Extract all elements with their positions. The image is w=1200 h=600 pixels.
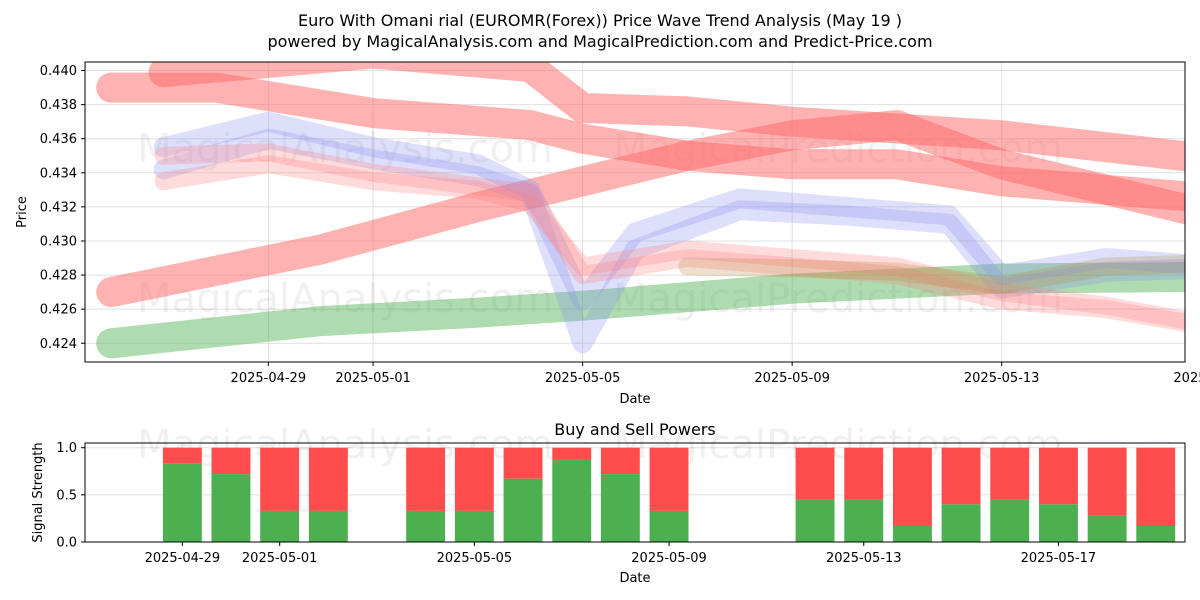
sell-bar bbox=[1087, 447, 1127, 516]
x-tick-label: 2025-04-29 bbox=[145, 551, 221, 566]
plot-frame bbox=[84, 442, 1186, 543]
buy-bar bbox=[1136, 526, 1176, 542]
x-tick-label: 2025-05-01 bbox=[242, 551, 318, 566]
x-axis-label: Date bbox=[619, 571, 650, 586]
chart-subtitle: powered by MagicalAnalysis.com and Magic… bbox=[267, 32, 932, 51]
buy-bar bbox=[941, 504, 981, 542]
sell-bar bbox=[406, 447, 446, 511]
y-tick-label: 0.5 bbox=[56, 488, 77, 503]
sell-bar bbox=[844, 447, 884, 500]
watermark: MagicalPrediction.com bbox=[613, 276, 1063, 322]
series-line-5 bbox=[153, 128, 1185, 354]
x-tick-label: 2025-05-09 bbox=[631, 551, 707, 566]
y-axis-label: Price bbox=[15, 196, 30, 228]
series-line-8 bbox=[678, 254, 1185, 295]
y-tick-label: 0.426 bbox=[40, 303, 77, 318]
sell-bar bbox=[990, 447, 1030, 500]
buy-bar bbox=[211, 474, 251, 542]
x-tick-label: 2025-04-29 bbox=[231, 371, 307, 386]
series-group bbox=[96, 62, 1185, 359]
y-tick-label: 0.430 bbox=[40, 234, 77, 249]
series-line-3 bbox=[96, 262, 1185, 359]
x-tick-label: 2025-05-01 bbox=[335, 371, 411, 386]
sell-bar bbox=[795, 447, 835, 500]
buy-bar bbox=[552, 459, 592, 542]
sell-bar bbox=[600, 447, 640, 475]
buy-bar bbox=[1087, 515, 1127, 542]
buy-bar bbox=[893, 526, 932, 542]
price-panel: 2025-04-29 2025-05-01 2025-05-05 2025-05-09… bbox=[15, 61, 1200, 407]
sell-bar bbox=[503, 447, 543, 479]
y-tick-label: 0.436 bbox=[40, 132, 77, 147]
sell-bar bbox=[260, 447, 300, 511]
sell-bar bbox=[1136, 447, 1176, 526]
plot-frame bbox=[84, 61, 1186, 363]
sell-bar bbox=[454, 447, 494, 511]
x-tick-label: 2025-05-05 bbox=[437, 551, 513, 566]
y-axis-label: Signal Strength bbox=[31, 442, 46, 542]
x-tick-label: 2025-05-13 bbox=[826, 551, 902, 566]
sell-bar bbox=[941, 447, 981, 505]
buy-bar bbox=[600, 474, 640, 542]
y-tick-label: 0.434 bbox=[40, 166, 77, 181]
buy-bar bbox=[844, 499, 884, 542]
y-tick-label: 0.440 bbox=[40, 64, 77, 79]
buy-bar bbox=[1039, 504, 1078, 542]
y-tick-label: 1.0 bbox=[56, 441, 77, 456]
series-line-7 bbox=[154, 155, 1185, 330]
series-line-0 bbox=[148, 62, 1185, 172]
buy-bar bbox=[260, 510, 300, 542]
buy-bar bbox=[406, 510, 446, 542]
buy-bar bbox=[162, 463, 202, 542]
y-tick-label: 0.0 bbox=[56, 536, 77, 551]
series-line-2 bbox=[96, 72, 1185, 212]
y-tick-label: 0.438 bbox=[40, 98, 77, 113]
buy-bar bbox=[990, 499, 1030, 542]
x-axis-label: Date bbox=[619, 392, 650, 407]
x-tick-label: 2025-05-09 bbox=[754, 371, 830, 386]
sell-bar bbox=[1039, 447, 1078, 505]
y-tick-label: 0.428 bbox=[40, 269, 77, 284]
chart-title: Euro With Omani rial (EUROMR(Forex)) Pri… bbox=[298, 11, 902, 30]
sell-bar bbox=[308, 447, 348, 511]
series-line-4 bbox=[153, 111, 1185, 311]
x-tick-label: 2025-05-05 bbox=[545, 371, 621, 386]
signal-panel: Buy and Sell Powers 0.0 0.5 1.0 2025-04-29 20… bbox=[31, 420, 1186, 586]
sell-bar bbox=[162, 447, 202, 464]
x-tick-label: 2025-05-17 bbox=[1173, 371, 1200, 386]
y-tick-label: 0.424 bbox=[40, 337, 77, 352]
buy-bar bbox=[454, 510, 494, 542]
buy-bar bbox=[649, 510, 689, 542]
sell-bar bbox=[893, 447, 932, 526]
y-tick-label: 0.432 bbox=[40, 200, 77, 215]
x-tick-label: 2025-05-13 bbox=[964, 371, 1040, 386]
x-tick-label: 2025-05-17 bbox=[1021, 551, 1097, 566]
buy-bar bbox=[503, 478, 543, 542]
buy-bar bbox=[308, 510, 348, 542]
subplot-title: Buy and Sell Powers bbox=[554, 420, 716, 439]
sell-bar bbox=[649, 447, 689, 511]
sell-bar bbox=[552, 447, 592, 459]
series-line-6 bbox=[154, 143, 1185, 332]
buy-bar bbox=[795, 499, 835, 542]
sell-bar bbox=[211, 447, 251, 475]
